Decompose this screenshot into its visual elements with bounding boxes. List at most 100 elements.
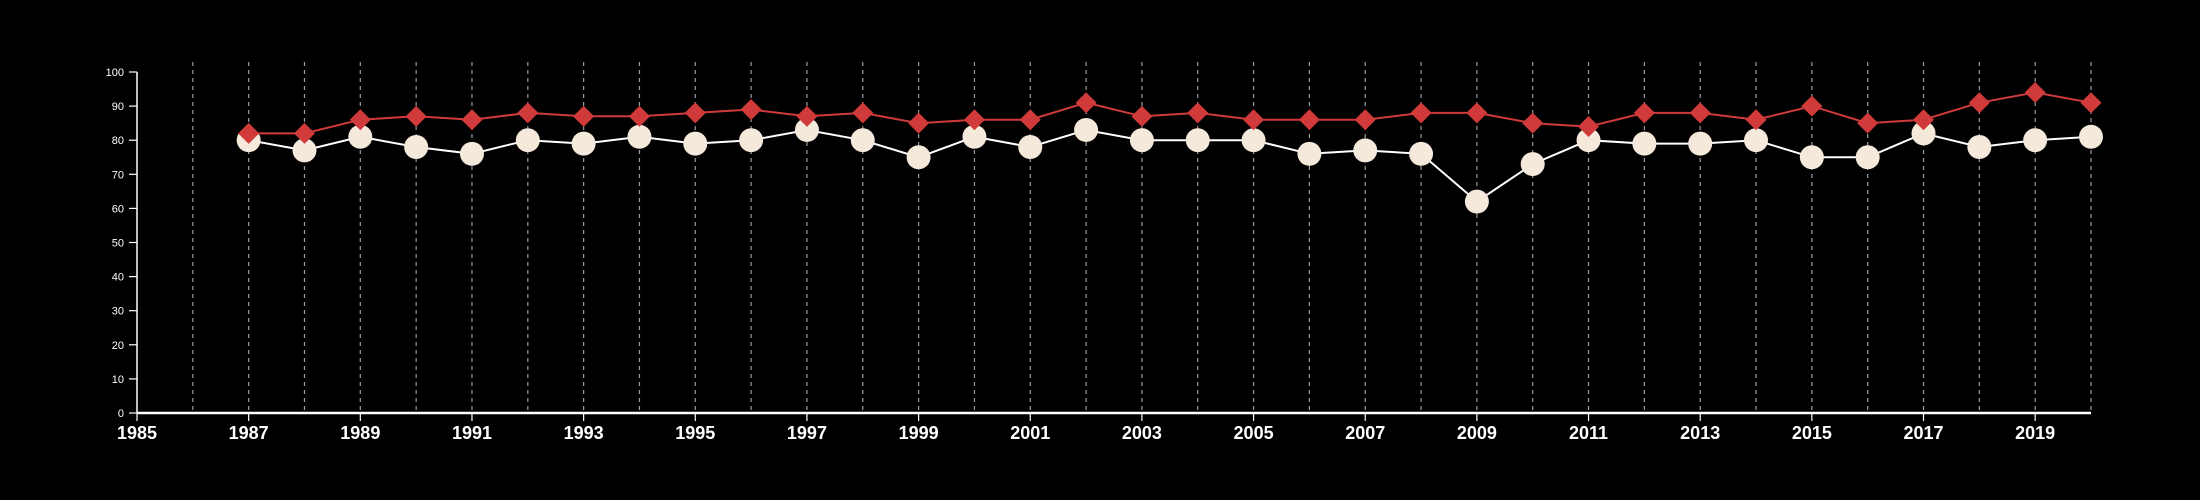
x-tick-label-1995: 1995 — [675, 423, 715, 443]
series-2-point-2000 — [963, 109, 985, 131]
x-tick-label-2009: 2009 — [1457, 423, 1497, 443]
series-group — [236, 81, 2103, 214]
series-1-line — [248, 128, 2092, 203]
series-2-point-2018 — [1968, 92, 1990, 114]
x-tick-label-1991: 1991 — [452, 423, 492, 443]
x-tick-label-2001: 2001 — [1010, 423, 1050, 443]
y-tick-label-30: 30 — [112, 306, 124, 318]
series-2-point-2012 — [1633, 102, 1655, 124]
series-1-point-1993 — [571, 131, 596, 156]
series-2-point-2020 — [2080, 92, 2102, 114]
series-1-point-2006 — [1297, 141, 1322, 166]
series-2-point-1997 — [796, 105, 818, 127]
series-1-point-1999 — [906, 145, 931, 170]
series-2-point-2019 — [2024, 81, 2046, 103]
x-tick-label-2019: 2019 — [2015, 423, 2055, 443]
series-1-point-2014 — [1744, 128, 1769, 153]
series-1-point-2013 — [1688, 131, 1713, 156]
y-tick-label-80: 80 — [112, 135, 124, 147]
x-axis-ticks: 1985 1987 1989 1991 1993 1995 1997 1999 2001 2003… — [117, 413, 2055, 443]
series-2-point-1998 — [852, 102, 874, 124]
series-2-point-2005 — [1243, 109, 1265, 131]
series-2-point-1987 — [238, 122, 260, 144]
x-tick-label-1993: 1993 — [564, 423, 604, 443]
y-tick-label-0: 0 — [118, 408, 124, 420]
series-2-point-1999 — [908, 112, 930, 134]
series-1-point-2015 — [1799, 145, 1824, 170]
x-tick-label-1997: 1997 — [787, 423, 827, 443]
series-2-point-2017 — [1913, 109, 1935, 131]
x-tick-label-1985: 1985 — [117, 423, 157, 443]
axes — [136, 72, 2091, 415]
series-1-point-2017 — [1911, 121, 1936, 146]
series-1-point-1995 — [683, 131, 708, 156]
series-2-point-2001 — [1019, 109, 1041, 131]
y-tick-label-70: 70 — [112, 169, 124, 181]
series-1-point-2000 — [962, 124, 987, 149]
series-1-point-2009 — [1464, 189, 1489, 214]
series-1-point-1992 — [515, 128, 540, 153]
y-tick-label-90: 90 — [112, 101, 124, 113]
series-2-point-1990 — [405, 105, 427, 127]
y-tick-label-60: 60 — [112, 203, 124, 215]
y-tick-label-100: 100 — [106, 67, 124, 79]
series-1-point-1989 — [348, 124, 373, 149]
series-1-point-2005 — [1241, 128, 1266, 153]
series-2-point-2013 — [1689, 102, 1711, 124]
series-1-point-2010 — [1520, 152, 1545, 177]
series-2-point-1996 — [740, 99, 762, 121]
x-tick-label-2003: 2003 — [1122, 423, 1162, 443]
series-2-point-2009 — [1466, 102, 1488, 124]
series-1-point-1997 — [794, 117, 819, 142]
x-tick-label-2007: 2007 — [1345, 423, 1385, 443]
series-2-point-2002 — [1075, 92, 1097, 114]
series-1-point-1994 — [627, 124, 652, 149]
series-2-point-2004 — [1187, 102, 1209, 124]
series-2-point-1993 — [573, 105, 595, 127]
series-1 — [236, 117, 2103, 214]
x-tick-label-2005: 2005 — [1234, 423, 1274, 443]
series-2-point-1991 — [461, 109, 483, 131]
series-1-point-2003 — [1129, 128, 1154, 153]
series-2-point-2011 — [1578, 116, 1600, 138]
x-tick-label-2015: 2015 — [1792, 423, 1832, 443]
series-2-point-1992 — [517, 102, 539, 124]
y-tick-label-40: 40 — [112, 272, 124, 284]
series-1-point-2011 — [1576, 128, 1601, 153]
series-1-point-1998 — [850, 128, 875, 153]
series-2-point-1988 — [293, 122, 315, 144]
series-2-point-1995 — [684, 102, 706, 124]
series-2-line — [248, 91, 2092, 135]
series-1-point-1996 — [739, 128, 764, 153]
series-1-point-2018 — [1967, 135, 1992, 160]
series-1-point-2001 — [1018, 135, 1043, 160]
series-2-point-2014 — [1745, 109, 1767, 131]
series-2-point-2007 — [1354, 109, 1376, 131]
x-tick-label-2011: 2011 — [1569, 423, 1608, 443]
y-axis-ticks: 0 10 20 30 40 50 60 70 80 90 100 — [106, 67, 137, 420]
series-1-point-2002 — [1074, 117, 1099, 142]
series-2 — [238, 81, 2102, 144]
series-2-point-2003 — [1131, 105, 1153, 127]
series-1-point-2016 — [1855, 145, 1880, 170]
series-2-point-2016 — [1857, 112, 1879, 134]
series-2-point-2010 — [1522, 112, 1544, 134]
x-tick-label-1989: 1989 — [340, 423, 380, 443]
series-1-point-1988 — [292, 138, 317, 163]
x-tick-label-2017: 2017 — [1903, 423, 1943, 443]
series-1-point-2008 — [1409, 141, 1434, 166]
y-tick-label-10: 10 — [112, 374, 124, 386]
series-1-point-2020 — [2079, 124, 2103, 149]
series-1-point-1990 — [404, 135, 429, 160]
x-tick-label-1987: 1987 — [229, 423, 269, 443]
series-1-point-1991 — [459, 141, 484, 166]
y-tick-label-50: 50 — [112, 238, 124, 250]
series-1-point-2004 — [1185, 128, 1210, 153]
series-1-point-2012 — [1632, 131, 1657, 156]
series-1-point-2019 — [2023, 128, 2048, 153]
series-1-point-2007 — [1353, 138, 1378, 163]
series-2-point-1989 — [349, 109, 371, 131]
x-tick-label-2013: 2013 — [1680, 423, 1720, 443]
series-2-point-1994 — [628, 105, 650, 127]
